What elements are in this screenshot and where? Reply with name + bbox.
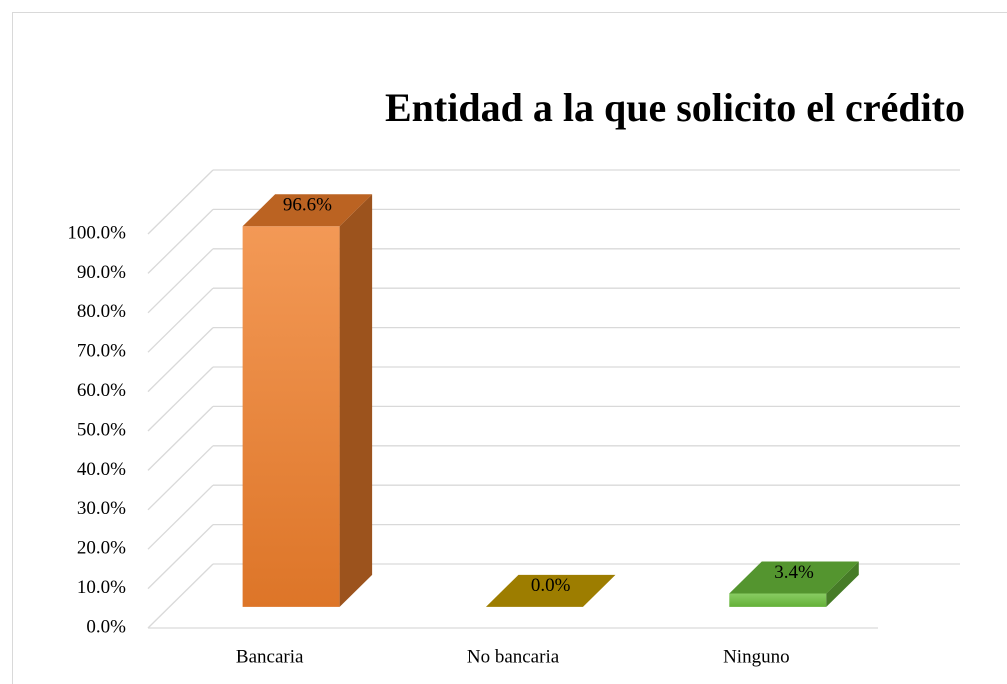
grid-line-side (147, 484, 214, 550)
y-tick-label: 100.0% (67, 222, 126, 243)
grid-line-side (147, 169, 214, 235)
x-tick-label: Bancaria (236, 646, 304, 667)
data-label: 96.6% (283, 195, 332, 216)
y-tick-label: 50.0% (77, 419, 126, 440)
data-label: 0.0% (531, 575, 571, 596)
bar-side (826, 561, 859, 607)
bar-front (729, 593, 827, 607)
grid-line-side (147, 327, 214, 393)
grid-line-side (147, 445, 214, 511)
y-tick-label: 70.0% (77, 341, 126, 362)
grid-line-side (147, 563, 214, 629)
y-tick-label: 0.0% (86, 616, 126, 637)
grid-line-side (147, 248, 214, 314)
grid-line-side (147, 405, 214, 471)
grid-line-side (147, 366, 214, 432)
bar-side (339, 194, 373, 607)
y-tick-label: 40.0% (77, 459, 126, 480)
chart-title: Entidad a la que solicito el crédito (385, 85, 965, 130)
y-tick-label: 60.0% (77, 380, 126, 401)
y-tick-label: 10.0% (77, 577, 126, 598)
grid-line-side (147, 524, 214, 590)
y-tick-label: 20.0% (77, 538, 126, 559)
x-tick-label: Ninguno (723, 646, 790, 667)
bar-front (242, 226, 340, 607)
bar-top (242, 194, 373, 227)
grid-line-side (147, 287, 214, 353)
bar-top (729, 561, 859, 594)
x-tick-label: No bancaria (467, 646, 560, 667)
grid-line-side (147, 208, 214, 274)
y-tick-label: 90.0% (77, 262, 126, 283)
y-tick-label: 30.0% (77, 498, 126, 519)
data-label: 3.4% (774, 562, 814, 583)
y-tick-label: 80.0% (77, 301, 126, 322)
bar-top (485, 574, 616, 607)
